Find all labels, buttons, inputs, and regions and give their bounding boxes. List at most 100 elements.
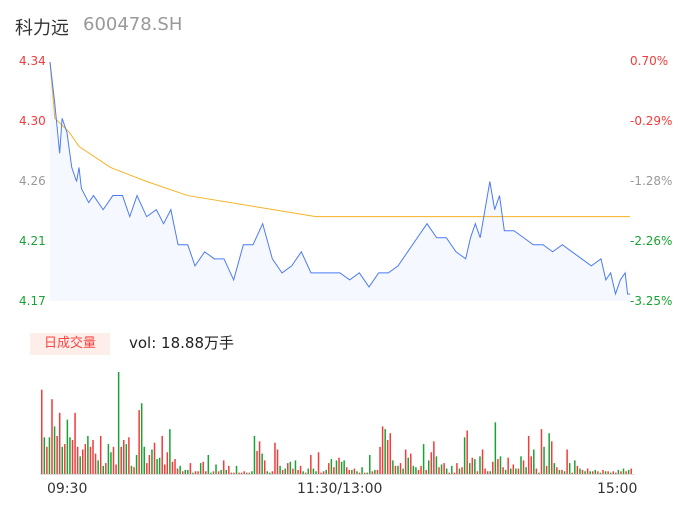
volume-bar [617,469,620,474]
volume-bar [366,472,368,474]
volume-bar [89,446,92,474]
volume-bar [463,437,466,474]
volume-bar [484,468,486,474]
volume-bar [176,468,179,474]
volume-bar [246,472,248,474]
volume-bar [46,446,48,474]
volume-bar [456,463,458,474]
volume-bar [502,467,504,474]
volume-bar [330,459,333,474]
x-tick: 15:00 [597,481,638,497]
volume-bar [43,437,46,474]
volume-bar [128,437,130,474]
volume-bar [123,440,125,474]
volume-bar [533,449,535,474]
volume-bar [581,469,584,474]
volume-bar [448,472,450,474]
volume-bar [609,472,612,474]
volume-bar [151,449,153,474]
right-tick: 0.70% [630,54,669,68]
volume-bar [79,456,81,474]
volume-bar [397,465,399,474]
left-tick: 4.21 [19,234,46,248]
volume-bar [56,435,58,474]
volume-bar [443,463,445,474]
volume-bar [466,430,468,474]
volume-bar [453,472,456,474]
volume-bar [197,471,199,474]
volume-bar [297,469,299,474]
volume-bar [66,419,69,474]
volume-value: vol: 18.88万手 [129,334,234,352]
volume-bar [207,454,210,474]
volume-bar [133,467,135,474]
volume-bar [543,446,545,474]
volume-bar [540,429,543,474]
volume-bar [522,460,525,474]
volume-bar [130,465,133,474]
volume-bar [251,471,253,474]
volume-bar [281,469,284,474]
volume-tab[interactable]: 日成交量 [30,333,110,355]
volume-bar [625,471,627,474]
volume-bar [263,460,266,474]
volume-bar [376,469,379,474]
volume-bar [494,422,497,474]
volume-bar [233,472,235,474]
volume-bar [545,465,548,474]
volume-bar [115,464,117,474]
volume-bar [445,468,448,474]
volume-bar [479,456,481,474]
volume-bar [158,457,161,474]
volume-bar [61,446,64,474]
volume-bar [425,469,427,474]
volume-bar [392,460,394,474]
volume-bar [535,468,538,474]
volume-bar [248,472,251,474]
volume-bar [458,468,461,474]
volume-bar [279,465,281,474]
volume-bar [345,467,348,474]
volume-bar [386,440,389,474]
volume-bar [579,468,581,474]
volume-bar [304,472,307,474]
volume-bar [571,472,573,474]
volume-bar [627,469,630,474]
volume-bar [120,446,122,474]
x-tick: 09:30 [47,481,88,497]
volume-bar [389,433,392,474]
volume-bar [620,471,622,474]
volume-bar [148,454,151,474]
volume-bar [435,456,438,474]
volume-bar [369,454,371,474]
volume-bar [222,460,225,474]
volume-bar [266,471,269,474]
volume-bar [604,471,607,474]
volume-bar [410,453,412,474]
volume-bar [205,471,207,474]
average-price-line [49,61,630,218]
volume-bar [69,437,71,474]
volume-bar [276,449,279,474]
volume-bar [71,440,74,474]
volume-bar [240,472,243,474]
volume-bar [307,468,310,474]
volume-bar [328,463,330,474]
volume-bar [292,468,294,474]
volume-bar [602,469,604,474]
volume-bar [371,471,374,474]
volume-bar [53,426,56,474]
volume-bar [407,457,409,474]
volume-bar [338,457,340,474]
volume-bar [574,460,576,474]
volume-bar [548,433,550,474]
volume-bar [82,449,84,474]
volume-bar [261,453,263,474]
volume-bar [402,468,404,474]
volume-bar [228,465,230,474]
volume-bar [164,464,166,474]
volume-bar [256,450,258,474]
volume-bar [140,403,143,474]
volume-bar [99,435,102,474]
